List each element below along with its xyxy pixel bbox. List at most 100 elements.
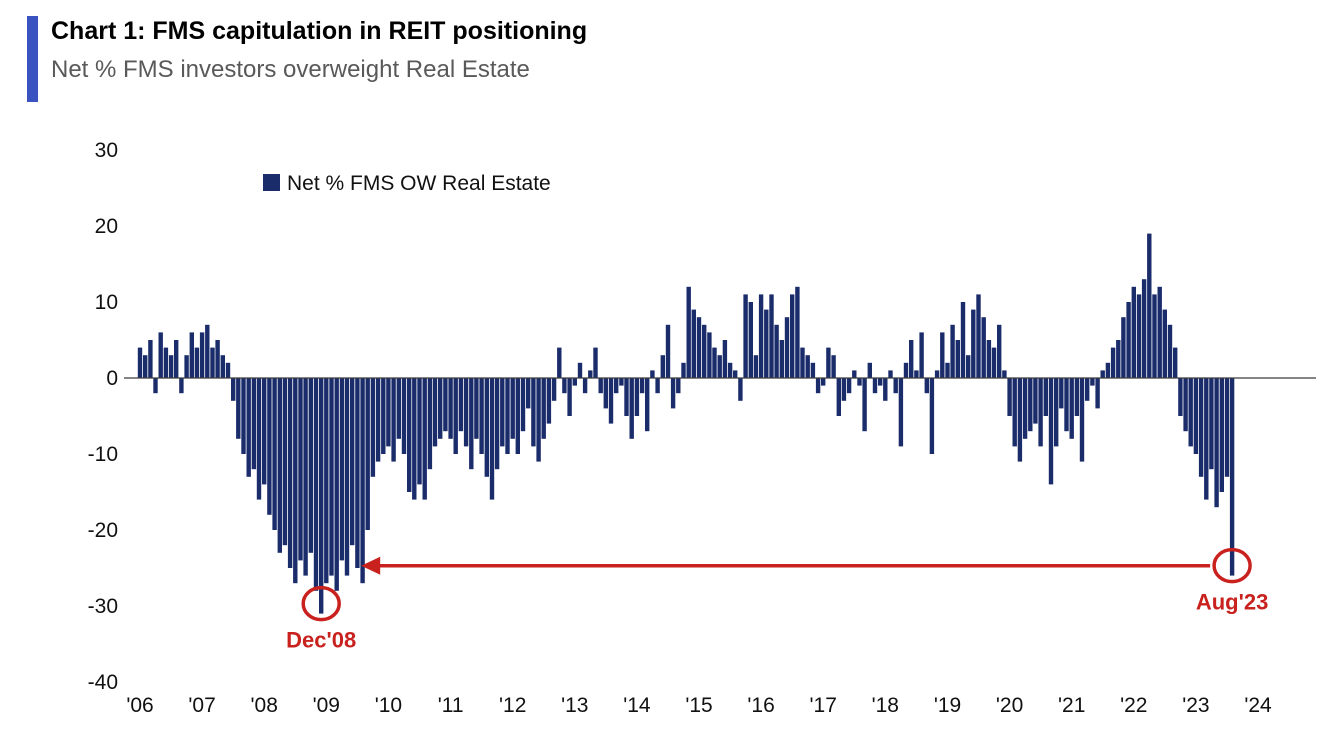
bar bbox=[1136, 294, 1142, 378]
bar bbox=[360, 378, 365, 584]
bar bbox=[220, 355, 225, 378]
bar bbox=[991, 347, 997, 378]
bar bbox=[686, 286, 691, 378]
bar bbox=[562, 378, 567, 394]
bar bbox=[779, 340, 784, 378]
bar bbox=[184, 355, 189, 378]
bar bbox=[303, 378, 308, 576]
bar bbox=[505, 378, 510, 454]
bar bbox=[898, 378, 904, 447]
bar bbox=[1141, 279, 1147, 378]
bar bbox=[396, 378, 401, 439]
bar bbox=[293, 378, 298, 584]
bar bbox=[194, 347, 200, 378]
bar bbox=[427, 378, 433, 470]
bar bbox=[474, 378, 479, 439]
bar bbox=[867, 362, 872, 378]
bar bbox=[231, 378, 236, 401]
bar bbox=[945, 362, 950, 378]
bar bbox=[696, 317, 702, 378]
y-axis-tick-label: -20 bbox=[88, 519, 118, 542]
bar bbox=[727, 362, 733, 378]
bar bbox=[381, 378, 386, 454]
x-axis-tick-label: '06 bbox=[126, 694, 153, 717]
bar bbox=[634, 378, 640, 416]
x-axis-tick-label: '21 bbox=[1058, 694, 1085, 717]
bar bbox=[163, 347, 169, 378]
chart-subtitle: Net % FMS investors overweight Real Esta… bbox=[51, 56, 530, 84]
bar bbox=[432, 378, 438, 447]
x-axis-tick-label: '09 bbox=[313, 694, 340, 717]
bar bbox=[712, 347, 717, 378]
bar bbox=[422, 378, 427, 500]
bar bbox=[1214, 378, 1219, 508]
bar bbox=[1048, 378, 1054, 485]
y-axis-tick-label: 0 bbox=[106, 367, 118, 390]
x-axis-tick-label: '24 bbox=[1244, 694, 1272, 717]
bar bbox=[168, 355, 174, 378]
x-axis-tick-label: '14 bbox=[623, 694, 651, 717]
bar bbox=[702, 324, 707, 378]
bar bbox=[536, 378, 541, 462]
bar bbox=[577, 362, 583, 378]
bar bbox=[241, 378, 246, 454]
bar bbox=[298, 378, 303, 561]
bar bbox=[955, 340, 960, 378]
bar bbox=[246, 378, 251, 477]
bar bbox=[914, 370, 919, 378]
bar bbox=[329, 378, 334, 576]
bar bbox=[557, 347, 562, 378]
bar bbox=[1204, 378, 1209, 500]
x-axis-tick-label: '22 bbox=[1120, 694, 1147, 717]
bar bbox=[365, 378, 370, 530]
bar bbox=[681, 362, 686, 378]
bar bbox=[1224, 378, 1230, 477]
y-axis-tick-label: 20 bbox=[95, 215, 118, 238]
x-axis-tick-label: '16 bbox=[747, 694, 774, 717]
bar bbox=[971, 309, 976, 378]
bar bbox=[1022, 378, 1028, 439]
bar bbox=[800, 347, 805, 378]
bar bbox=[1002, 370, 1007, 378]
bar bbox=[1173, 347, 1178, 378]
bar bbox=[769, 294, 774, 378]
bar bbox=[526, 378, 531, 409]
bar bbox=[774, 324, 779, 378]
x-axis-tick-label: '07 bbox=[188, 694, 215, 717]
bar bbox=[520, 378, 526, 432]
x-axis-tick-label: '20 bbox=[996, 694, 1023, 717]
bar bbox=[153, 378, 158, 394]
bar bbox=[893, 378, 898, 394]
bar bbox=[743, 294, 748, 378]
bar bbox=[805, 355, 810, 378]
bar bbox=[355, 378, 360, 568]
bar bbox=[960, 302, 966, 378]
bar bbox=[608, 378, 614, 424]
bar bbox=[1079, 378, 1085, 462]
x-axis-tick-label: '17 bbox=[810, 694, 837, 717]
bar bbox=[738, 378, 743, 401]
bar bbox=[629, 378, 634, 439]
bar bbox=[386, 378, 391, 447]
chart-titles: Chart 1: FMS capitulation in REIT positi… bbox=[51, 16, 587, 102]
bar bbox=[319, 378, 324, 614]
highlight-circle bbox=[301, 585, 341, 622]
x-axis-tick-label: '08 bbox=[251, 694, 278, 717]
bar bbox=[324, 378, 329, 584]
bar bbox=[1188, 378, 1193, 447]
y-axis-tick-label: -30 bbox=[88, 595, 118, 618]
x-axis-tick-label: '12 bbox=[499, 694, 526, 717]
bar bbox=[940, 332, 945, 378]
bar bbox=[707, 332, 712, 378]
bar bbox=[370, 378, 376, 477]
bar bbox=[1012, 378, 1017, 447]
bar bbox=[1209, 378, 1214, 470]
bar bbox=[1069, 378, 1074, 439]
bar bbox=[660, 355, 665, 378]
bar bbox=[919, 332, 924, 378]
bar bbox=[878, 378, 883, 386]
bar bbox=[1028, 378, 1033, 432]
bar bbox=[463, 378, 469, 447]
bar bbox=[350, 378, 355, 546]
legend-swatch bbox=[263, 174, 280, 191]
